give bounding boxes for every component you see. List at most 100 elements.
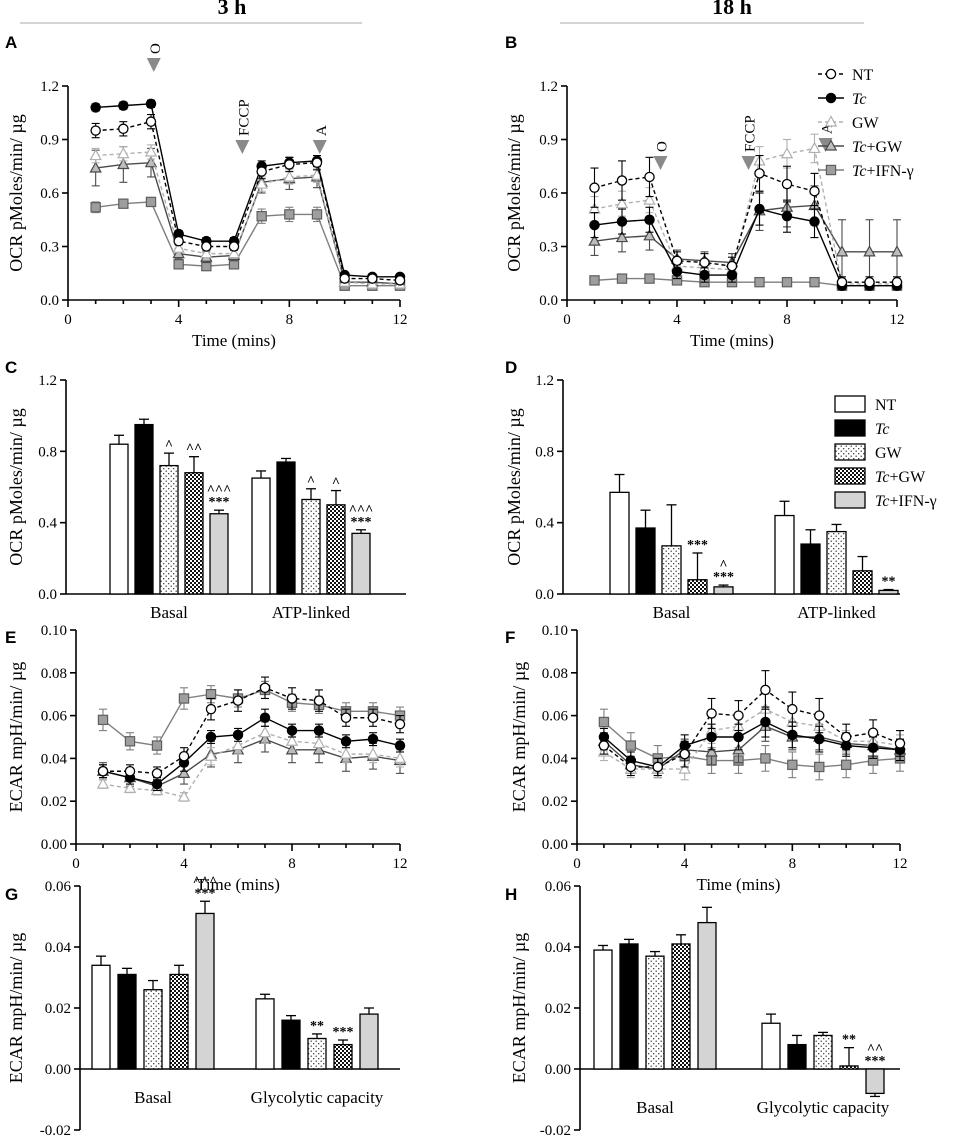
data-point [598,716,610,728]
x-tick-label: 12 [393,312,408,328]
x-tick-label: 12 [393,856,408,872]
x-tick-label: 4 [175,312,183,328]
category-label: Glycolytic capacity [251,1088,384,1107]
data-point [231,738,245,751]
legend-label: Tc+IFN-γ [875,493,937,510]
series-Tc [589,192,903,291]
panel-letter: A [5,33,17,52]
data-point [589,182,600,193]
data-point [644,214,655,225]
panel-H: H -0.02 0.00 0.02 0.04 0.06 ECAR mpH/min/ µg Ba… [505,879,900,1139]
data-point [173,259,184,270]
data-point [145,196,157,208]
x-tick-label: 4 [673,312,681,328]
bar [281,1019,301,1070]
y-tick-label: 0.0 [539,293,558,309]
bar [91,964,111,1070]
data-point [96,777,110,789]
y-tick-label: 0.08 [41,666,67,682]
data-point [232,695,244,706]
data-point [615,230,629,243]
data-point [787,703,798,715]
data-point [205,731,217,743]
data-point [890,245,904,257]
data-point [781,178,793,190]
series-Tc+GW [597,710,907,779]
data-point [340,736,352,747]
category-label: Glycolytic capacity [757,1098,890,1117]
data-point [117,157,130,170]
data-point [256,166,267,177]
data-point [124,765,136,777]
panel-F: F 0.00 0.02 0.04 0.06 0.08 0.10 0 4 8 12 Time (mins… [505,623,908,894]
series-NT [589,155,903,289]
bar [159,464,179,595]
y-tick-label: 0.04 [41,751,68,767]
bar [671,943,691,1070]
data-point [285,734,299,746]
data-point [754,276,765,288]
significance-mark: ** [310,1019,324,1034]
series-line [102,716,401,785]
data-point [733,731,744,743]
legend-swatch [834,467,866,485]
bar [609,491,630,595]
data-point [144,145,158,157]
series-line [95,151,400,285]
injection-label: O [655,141,671,152]
data-point [313,695,325,706]
data-point [809,276,820,288]
x-tick-label: 8 [783,312,791,328]
data-point [705,745,718,757]
data-point [151,740,163,751]
significance-mark: *** [713,570,734,585]
data-point [151,768,163,779]
legend-label: Tc [852,91,867,108]
y-tick-label: 0.3 [539,240,558,256]
legend-marker [825,68,837,80]
data-point [671,255,683,267]
y-axis-label: OCR pMoles/min/ µg [6,408,26,565]
bar [774,514,795,595]
data-point [340,712,352,723]
y-tick-label: 0.8 [38,444,57,460]
y-tick-label: 0.06 [41,709,68,725]
y-tick-label: 0.0 [40,293,59,309]
category-label: Basal [150,603,188,622]
y-axis-label: OCR pMoles/min/ µg [504,114,524,271]
legend-marker [824,115,838,127]
x-axis-label: Time (mins) [690,331,774,350]
data-point [625,740,637,751]
injection-label: A [820,123,836,134]
data-point [652,761,664,773]
category-label: Basal [653,603,691,622]
injection-arrow [146,58,161,72]
y-axis-label: ECAR mpH/min/ µg [6,933,26,1083]
data-point [754,168,765,179]
y-tick-label: 0.00 [41,837,67,853]
significance-mark: ^ [307,474,315,489]
data-point [367,733,379,745]
data-point [118,100,129,111]
panel-E: E 0.00 0.02 0.04 0.06 0.08 0.10 0 4 8 12 Time (mins… [5,623,408,894]
data-point [726,260,738,272]
significance-mark: ** [882,575,896,590]
y-tick-label: 0.4 [38,516,57,532]
bar [117,973,137,1070]
series-NT [598,670,906,777]
injection-arrow [653,156,668,170]
data-point [89,148,102,161]
y-tick-label: 0.4 [535,516,554,532]
y-tick-label: 0.04 [545,940,572,956]
category-label: ATP-linked [272,603,351,622]
bar [195,912,215,1070]
x-tick-label: 4 [180,856,188,872]
y-axis-label: OCR pMoles/min/ µg [6,114,26,271]
y-tick-label: 0.00 [45,1062,71,1078]
x-tick-label: 0 [72,856,80,872]
series-line [103,687,401,775]
y-tick-label: 0.02 [545,1001,571,1017]
line-legend: NT Tc GW Tc+GW Tc+IFN-γ [818,67,914,180]
injection-label: O [148,43,164,54]
panel-G: G -0.02 0.00 0.02 0.04 0.06 ECAR mpH/min/ µg ^^… [5,874,400,1139]
